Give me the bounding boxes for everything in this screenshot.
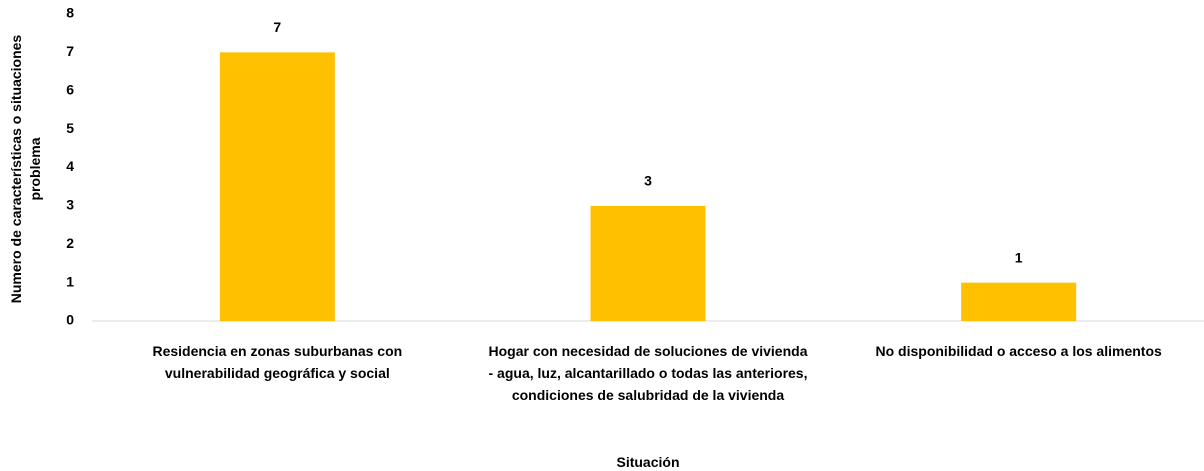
data-label: 3 (644, 173, 652, 189)
x-tick-label: Hogar con necesidad de soluciones de viv… (488, 343, 808, 403)
y-axis-title: Numero de características o situaciones … (8, 34, 43, 304)
x-tick-label: Residencia en zonas suburbanas con vulne… (152, 343, 403, 381)
y-tick-label: 1 (66, 273, 74, 289)
bar (961, 282, 1077, 321)
y-tick-label: 6 (66, 81, 74, 97)
bar (219, 52, 335, 321)
y-tick-label: 4 (66, 158, 74, 174)
y-tick-label: 3 (66, 197, 74, 213)
x-axis-title: Situación (616, 454, 680, 470)
y-tick-label: 0 (66, 312, 74, 328)
y-tick-label: 8 (66, 5, 74, 21)
bar (590, 205, 706, 321)
y-tick-label: 5 (66, 120, 74, 136)
x-tick-label: No disponibilidad o acceso a los aliment… (875, 343, 1162, 359)
y-tick-label: 2 (66, 235, 74, 251)
y-tick-label: 7 (66, 43, 74, 59)
data-label: 7 (273, 19, 281, 35)
data-label: 1 (1015, 249, 1023, 265)
